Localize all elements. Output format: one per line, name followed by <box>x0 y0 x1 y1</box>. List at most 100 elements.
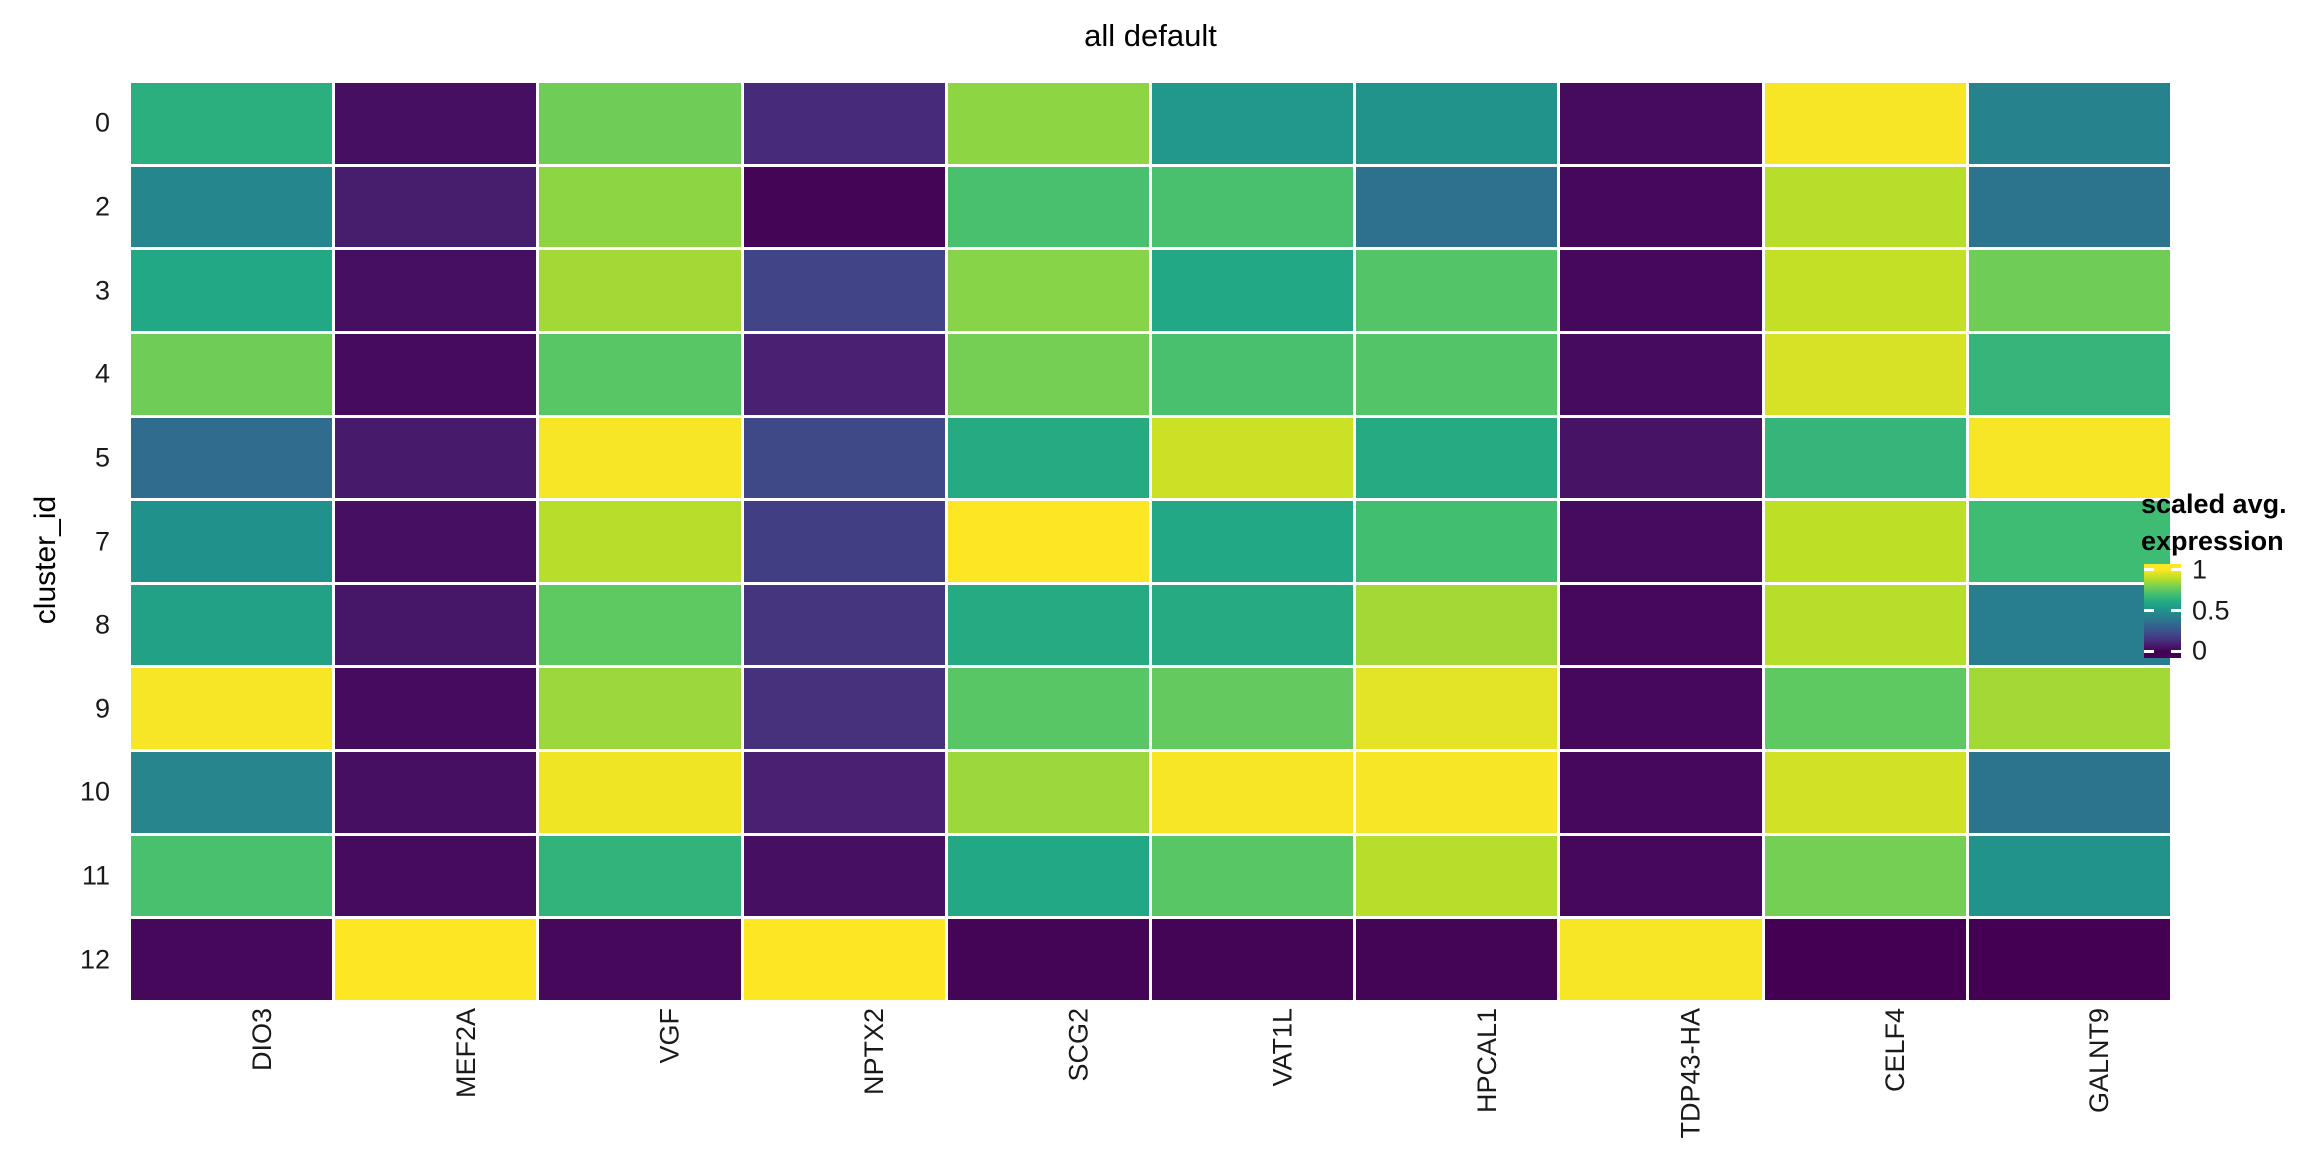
heatmap-cell <box>1968 83 2170 164</box>
heatmap-cell <box>1968 835 2170 917</box>
y-axis-tick-labels: 0 2 3 4 5 7 8 9 10 11 12 <box>0 83 120 1000</box>
heatmap-cell <box>947 501 1149 582</box>
heatmap-cell <box>947 835 1149 917</box>
heatmap-cell <box>335 584 537 666</box>
heatmap-cell <box>1764 584 1966 666</box>
heatmap-cell <box>947 752 1149 833</box>
y-tick-label: 3 <box>94 275 110 306</box>
legend-colorbar <box>2144 564 2181 658</box>
heatmap-cell <box>743 668 945 750</box>
heatmap-cell <box>335 333 537 415</box>
legend-tick-mark <box>2144 649 2154 653</box>
x-tick-label: CELF4 <box>1880 1008 1911 1093</box>
x-tick-label: VGF <box>655 1008 685 1064</box>
x-tick-label: MEF2A <box>450 1008 481 1099</box>
heatmap-cell <box>743 835 945 917</box>
legend-title: scaled avg. expression <box>2141 486 2287 560</box>
legend-tick-mark <box>2171 568 2181 572</box>
heatmap-cell <box>131 919 333 1000</box>
heatmap-cell <box>1968 668 2170 750</box>
heatmap-cell <box>1151 919 1354 1000</box>
heatmap-cell <box>539 250 741 331</box>
x-tick-label: DIO3 <box>246 1008 277 1072</box>
heatmap-cell <box>335 501 537 582</box>
heatmap-cell <box>1764 752 1966 833</box>
heatmap-cell <box>1764 250 1966 331</box>
heatmap-cell <box>335 919 537 1000</box>
x-tick-label: HPCAL1 <box>1471 1008 1502 1114</box>
heatmap-cell <box>131 584 333 666</box>
heatmap-cell <box>1968 584 2170 666</box>
y-tick-label: 2 <box>94 191 110 222</box>
heatmap-cell <box>1968 417 2170 499</box>
heatmap-cell <box>1151 250 1354 331</box>
legend-tick-mark <box>2171 649 2181 653</box>
heatmap-cell <box>947 668 1149 750</box>
heatmap-cell <box>1151 417 1354 499</box>
y-tick-label: 5 <box>94 442 110 473</box>
heatmap-cell <box>539 752 741 833</box>
heatmap-cell <box>1356 835 1558 917</box>
heatmap-cell <box>1968 166 2170 248</box>
heatmap-cell <box>1764 417 1966 499</box>
heatmap-cell <box>1151 333 1354 415</box>
heatmap-cell <box>335 835 537 917</box>
heatmap-cell <box>131 501 333 582</box>
heatmap-cell <box>539 584 741 666</box>
heatmap-cell <box>131 752 333 833</box>
heatmap-cell <box>1356 333 1558 415</box>
heatmap-cell <box>1356 501 1558 582</box>
heatmap-cell <box>1968 752 2170 833</box>
heatmap-cell <box>1764 333 1966 415</box>
heatmap-cell <box>947 333 1149 415</box>
heatmap-cell <box>1356 668 1558 750</box>
heatmap-cell <box>1560 752 1762 833</box>
heatmap-cell <box>539 166 741 248</box>
heatmap-cell <box>1151 166 1354 248</box>
y-tick-label: 11 <box>81 860 110 891</box>
heatmap-cell <box>947 83 1149 164</box>
heatmap-cell <box>539 83 741 164</box>
heatmap-cell <box>539 501 741 582</box>
y-tick-label: 0 <box>94 107 110 138</box>
heatmap-cell <box>539 417 741 499</box>
heatmap-cell <box>131 166 333 248</box>
heatmap-cell <box>131 668 333 750</box>
heatmap-cell <box>743 501 945 582</box>
heatmap-cell <box>1560 250 1762 331</box>
heatmap-cell <box>1356 919 1558 1000</box>
heatmap-cell <box>1151 835 1354 917</box>
heatmap-cell <box>131 417 333 499</box>
x-tick-label: TDP43-HA <box>1676 1008 1706 1139</box>
heatmap-cell <box>1560 501 1762 582</box>
x-tick-label: SCG2 <box>1063 1008 1094 1082</box>
plot-title: all default <box>1084 18 1217 53</box>
heatmap-cell <box>743 919 945 1000</box>
heatmap-cell <box>539 835 741 917</box>
heatmap-cell <box>1764 83 1966 164</box>
legend-tick-mark <box>2171 609 2181 613</box>
heatmap-cell <box>947 919 1149 1000</box>
x-tick-label: NPTX2 <box>859 1008 890 1096</box>
legend-tick-label: 0 <box>2192 635 2208 666</box>
heatmap-cell <box>1151 584 1354 666</box>
heatmap-cell <box>1151 83 1354 164</box>
y-tick-label: 7 <box>94 526 110 556</box>
heatmap-cell <box>1560 668 1762 750</box>
heatmap-cell <box>743 333 945 415</box>
heatmap-cell <box>335 83 537 164</box>
heatmap-cell <box>947 584 1149 666</box>
heatmap-cell <box>131 250 333 331</box>
heatmap-cell <box>335 668 537 750</box>
heatmap-cell <box>1764 919 1966 1000</box>
heatmap-cell <box>131 835 333 917</box>
legend-title-line1: scaled avg. <box>2141 489 2287 519</box>
heatmap-cell <box>1151 752 1354 833</box>
heatmap-cell <box>743 417 945 499</box>
y-tick-label: 4 <box>94 358 110 389</box>
y-tick-label: 12 <box>79 944 110 975</box>
heatmap-cell <box>1764 668 1966 750</box>
heatmap-cell <box>1968 250 2170 331</box>
heatmap-cell <box>1560 835 1762 917</box>
